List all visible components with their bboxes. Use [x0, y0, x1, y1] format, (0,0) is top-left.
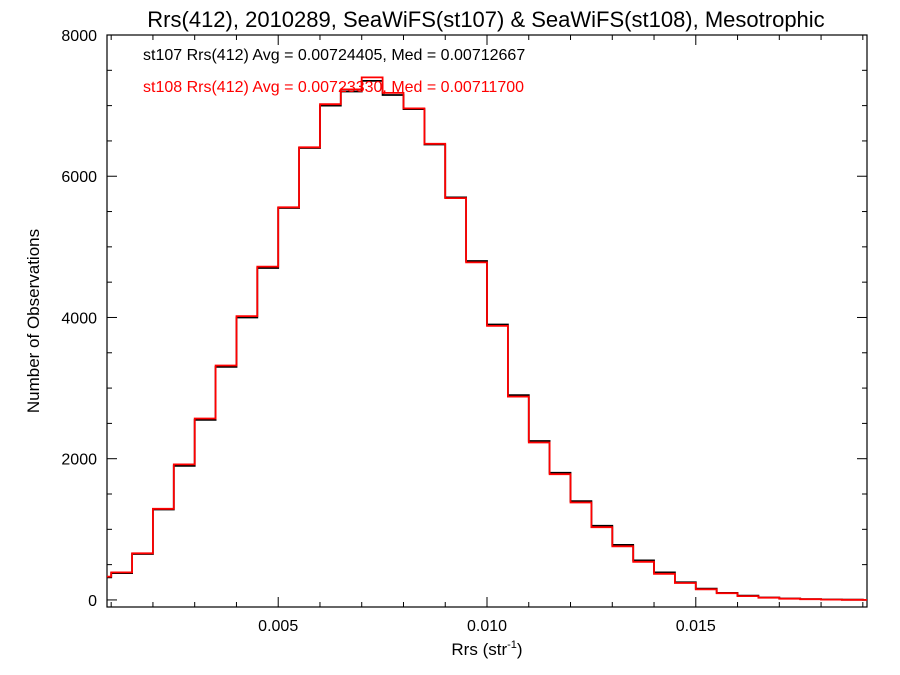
- y-tick-label: 4000: [61, 310, 97, 327]
- series-line-st108: [107, 76, 867, 601]
- y-tick-label: 6000: [61, 169, 97, 186]
- x-axis-label-superscript: -1: [507, 639, 517, 651]
- x-axis-ticks: 0.005 0.010 0.015: [110, 35, 864, 635]
- x-axis-label-tail: ): [517, 640, 523, 659]
- x-tick-label: 0.015: [676, 618, 716, 635]
- y-axis-label: Number of Observations: [24, 229, 43, 413]
- legend-st108: st108 Rrs(412) Avg = 0.00723330, Med = 0…: [143, 79, 524, 96]
- series-group: [107, 76, 867, 601]
- chart-title: Rrs(412), 2010289, SeaWiFS(st107) & SeaW…: [147, 7, 824, 32]
- y-tick-label: 8000: [61, 28, 97, 45]
- series-line-st107: [107, 80, 867, 601]
- x-tick-label: 0.010: [467, 618, 507, 635]
- y-tick-label: 2000: [61, 452, 97, 469]
- x-axis-label-main: Rrs (str: [451, 640, 507, 659]
- x-axis-label: Rrs (str-1): [451, 639, 522, 659]
- y-tick-label: 0: [88, 593, 97, 610]
- x-tick-label: 0.005: [258, 618, 298, 635]
- y-axis-ticks: 0 2000 4000 6000 8000: [61, 28, 867, 610]
- legend-st107: st107 Rrs(412) Avg = 0.00724405, Med = 0…: [143, 47, 525, 64]
